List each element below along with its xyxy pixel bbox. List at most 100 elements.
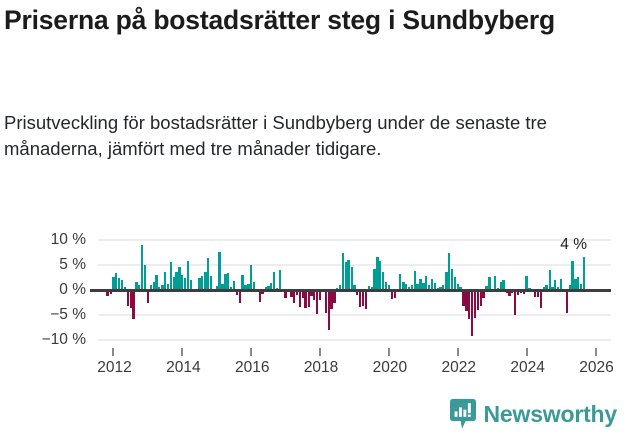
chart-bar (295, 290, 299, 296)
chart-bar (450, 268, 454, 290)
chart-bar (324, 290, 328, 314)
chart-bar (577, 276, 580, 290)
chart-bar (118, 278, 121, 290)
chart-bar (565, 290, 569, 313)
chart-bar (109, 290, 112, 295)
brand-name: Newsworthy (483, 400, 618, 427)
x-axis-tick-label: 2012 (97, 359, 132, 376)
chart-bar (413, 270, 416, 290)
chart-bar (404, 283, 408, 290)
x-axis-tick (525, 348, 528, 356)
chart-bar (149, 284, 152, 290)
chart-bar (393, 290, 396, 299)
chart-bar (310, 290, 313, 296)
chart-bar (252, 281, 256, 290)
chart-bar (307, 290, 310, 307)
chart-bar (126, 290, 130, 307)
chart-bar (568, 284, 571, 290)
chart-bar (471, 290, 474, 337)
chart-bar (545, 284, 548, 290)
chart-bar (261, 290, 264, 295)
chart-bar (548, 270, 551, 290)
gridline (98, 238, 611, 241)
chart-bar (244, 284, 247, 290)
chart-bar (138, 284, 141, 290)
chart-bar (144, 264, 147, 290)
chart-bar (247, 284, 250, 290)
chart-bar (376, 257, 379, 290)
chart-bar (476, 290, 479, 311)
chart-bar (525, 275, 528, 290)
y-axis-tick-label: 10 % (50, 230, 86, 248)
chart-bar (207, 258, 210, 290)
x-axis-tick (319, 348, 322, 356)
chart-bar (155, 275, 158, 290)
chart-bar (390, 290, 393, 299)
chart-bar (284, 290, 287, 299)
chart-bar (493, 275, 497, 290)
chart-bar (298, 290, 302, 308)
gridline (98, 263, 611, 266)
chart-bar (198, 278, 201, 290)
chart-bar (347, 259, 350, 290)
speech-bubble-bar-chart-icon (449, 399, 476, 429)
chart-bar (453, 276, 457, 290)
page-title: Priserna på bostadsrätter steg i Sundbyb… (4, 5, 555, 35)
x-axis-tick-label: 2026 (579, 359, 614, 376)
bar-chart: 4 % 10 % 5 % 0 % −5 % −10 % 2012 2014 2016 2018… (0, 224, 631, 384)
chart-bar (482, 290, 485, 298)
chart-bar (485, 286, 488, 290)
x-axis-tick (594, 348, 597, 356)
chart-bar (350, 267, 353, 290)
chart-bar (364, 290, 367, 310)
chart-bar (439, 286, 442, 290)
x-axis-tick-label: 2014 (166, 359, 201, 376)
zero-axis-line (90, 288, 611, 292)
chart-bar (410, 284, 414, 290)
chart-bar (456, 283, 459, 290)
x-axis-tick (112, 348, 115, 356)
x-axis-tick-label: 2022 (441, 359, 477, 376)
chart-bar (367, 285, 371, 290)
chart-bar (557, 286, 560, 290)
chart-bar (241, 274, 244, 290)
chart-bar (318, 290, 322, 300)
chart-bar (146, 290, 150, 303)
chart-bar (416, 284, 419, 290)
x-axis-tick (387, 348, 390, 356)
chart-bar (304, 290, 307, 308)
chart-bar (258, 290, 261, 302)
chart-bar (499, 282, 502, 290)
brand-footer[interactable]: Newsworthy (449, 397, 618, 431)
chart-bar (132, 290, 135, 319)
chart-bar (473, 290, 477, 318)
chart-bar (135, 282, 138, 290)
chart-bar (166, 283, 170, 290)
y-axis-tick-label: −10 % (41, 331, 86, 349)
chart-bar (387, 284, 391, 290)
chart-bar (201, 276, 204, 290)
chart-bar (468, 290, 471, 320)
chart-bar (536, 290, 540, 298)
chart-bar (373, 268, 376, 290)
y-axis-tick-label: −5 % (50, 306, 86, 324)
chart-bar (178, 266, 181, 290)
x-axis-tick-label: 2024 (510, 359, 545, 376)
chart-bar (559, 278, 563, 290)
chart-bar (301, 290, 304, 299)
chart-bar (327, 290, 330, 331)
chart-bar (267, 286, 270, 290)
x-axis-tick (250, 348, 253, 356)
chart-bar (571, 260, 574, 290)
chart-bar (158, 286, 161, 290)
chart-bar (221, 283, 224, 290)
chart-bar (226, 272, 230, 290)
gridline (98, 339, 611, 342)
chart-bar (172, 276, 175, 290)
chart-bar (428, 285, 431, 290)
x-axis-tick-label: 2016 (234, 359, 270, 376)
chart-bar (539, 290, 543, 308)
chart-bar (522, 290, 526, 295)
chart-bar (505, 290, 508, 294)
